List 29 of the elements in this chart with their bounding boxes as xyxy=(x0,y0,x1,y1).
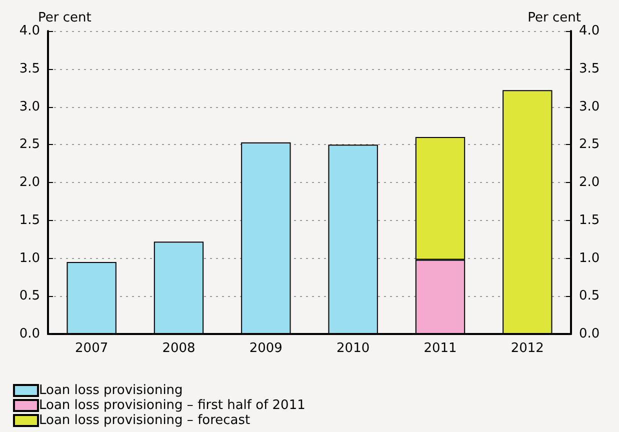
y-tick-label: 4.0 xyxy=(19,24,40,38)
x-tick-label: 2012 xyxy=(510,341,544,356)
y-tick-label: 3.5 xyxy=(19,61,40,76)
y-tick-label: 1.5 xyxy=(19,212,40,228)
y-tick-label: 1.0 xyxy=(19,250,40,266)
x-tick-label: 2010 xyxy=(336,341,370,356)
y-tick-label: 2.0 xyxy=(19,175,40,190)
x-tick-label: 2008 xyxy=(162,341,196,356)
y-tick-label: 3.0 xyxy=(19,99,40,114)
y-tick-label: 2.5 xyxy=(19,137,40,152)
y2-tick-label: 0.0 xyxy=(579,326,600,342)
y-axis-title: Per cent xyxy=(38,10,92,26)
y2-tick-label: 4.0 xyxy=(579,24,600,38)
legend-label: Loan loss provisioning – forecast xyxy=(39,413,250,428)
y2-tick-label: 2.0 xyxy=(579,175,600,190)
y2-axis-title: Per cent xyxy=(528,10,581,26)
x-tick-label: 2007 xyxy=(75,341,108,356)
y2-tick-label: 0.5 xyxy=(579,288,600,304)
y2-tick-label: 3.5 xyxy=(579,61,600,76)
y2-tick-label: 2.5 xyxy=(579,137,600,152)
y-tick-label: 0.0 xyxy=(19,326,40,342)
y-tick-label: 0.5 xyxy=(19,288,40,304)
legend-label: Loan loss provisioning – first half of 2011 xyxy=(39,398,306,413)
x-tick-label: 2009 xyxy=(249,341,282,356)
legend-label: Loan loss provisioning xyxy=(39,383,183,398)
y2-tick-label: 1.5 xyxy=(579,212,600,228)
x-tick-label: 2011 xyxy=(424,341,457,356)
y2-tick-label: 3.0 xyxy=(579,99,600,114)
y2-tick-label: 1.0 xyxy=(579,250,600,266)
